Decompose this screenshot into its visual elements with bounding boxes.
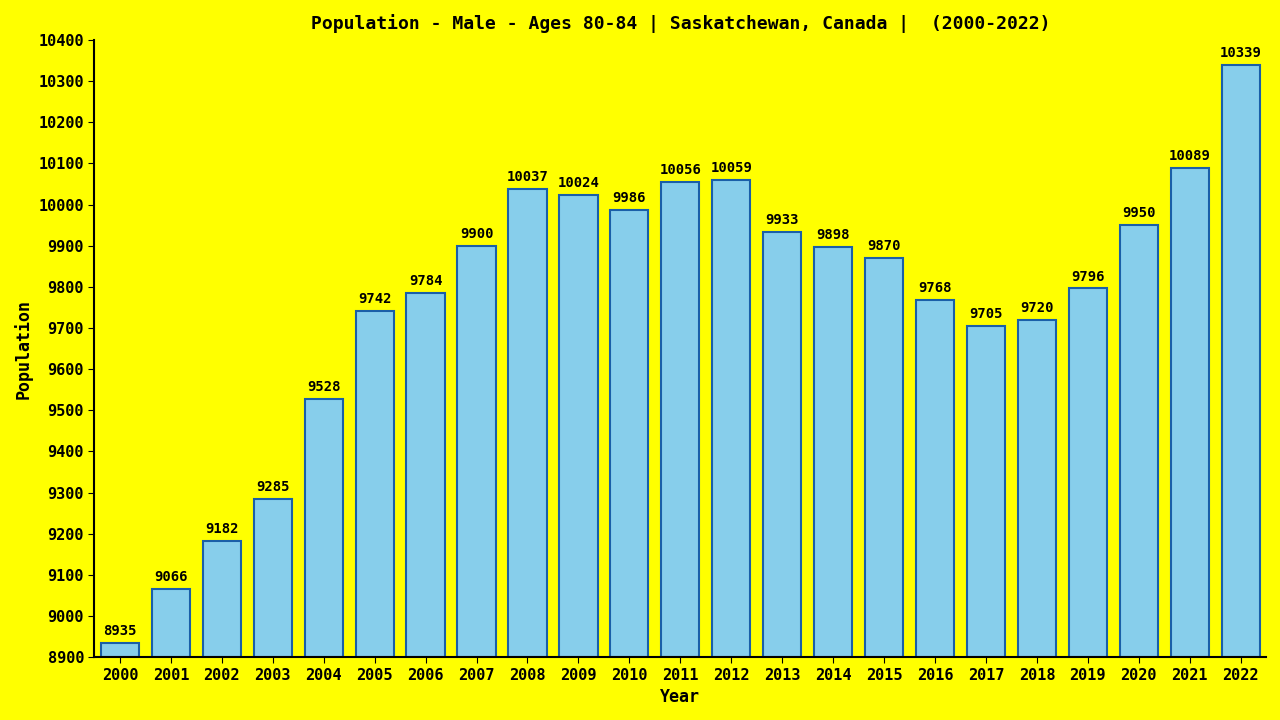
Bar — [814, 246, 852, 657]
Text: 10339: 10339 — [1220, 46, 1262, 60]
Text: 10089: 10089 — [1169, 149, 1211, 163]
Title: Population - Male - Ages 80-84 | Saskatchewan, Canada |  (2000-2022): Population - Male - Ages 80-84 | Saskatc… — [311, 14, 1050, 33]
Bar — [763, 232, 801, 657]
Bar — [202, 541, 241, 657]
Text: 9182: 9182 — [205, 522, 238, 536]
Text: 9768: 9768 — [918, 281, 952, 295]
Bar — [916, 300, 954, 657]
Text: 10059: 10059 — [710, 161, 753, 176]
Text: 9742: 9742 — [358, 292, 392, 306]
X-axis label: Year: Year — [660, 688, 700, 706]
Text: 9720: 9720 — [1020, 301, 1053, 315]
Bar — [305, 399, 343, 657]
Bar — [1171, 168, 1208, 657]
Text: 9950: 9950 — [1123, 206, 1156, 220]
Bar — [1018, 320, 1056, 657]
Bar — [966, 326, 1005, 657]
Text: 9900: 9900 — [460, 227, 493, 240]
Bar — [407, 294, 444, 657]
Bar — [1069, 289, 1107, 657]
Bar — [508, 189, 547, 657]
Bar — [152, 589, 189, 657]
Y-axis label: Population: Population — [14, 299, 33, 399]
Text: 10056: 10056 — [659, 163, 701, 176]
Text: 9528: 9528 — [307, 380, 340, 394]
Bar — [1221, 65, 1260, 657]
Bar — [865, 258, 904, 657]
Bar — [457, 246, 495, 657]
Bar — [559, 194, 598, 657]
Bar — [662, 181, 699, 657]
Bar — [712, 180, 750, 657]
Bar — [356, 311, 394, 657]
Text: 10024: 10024 — [558, 176, 599, 190]
Text: 9933: 9933 — [765, 213, 799, 228]
Bar — [253, 499, 292, 657]
Text: 9986: 9986 — [613, 192, 646, 205]
Bar — [1120, 225, 1158, 657]
Text: 10037: 10037 — [507, 171, 548, 184]
Bar — [101, 643, 140, 657]
Text: 9285: 9285 — [256, 480, 289, 494]
Text: 8935: 8935 — [104, 624, 137, 638]
Text: 9784: 9784 — [408, 274, 443, 289]
Text: 9870: 9870 — [868, 239, 901, 253]
Text: 9705: 9705 — [969, 307, 1002, 321]
Text: 9898: 9898 — [817, 228, 850, 242]
Bar — [611, 210, 649, 657]
Text: 9796: 9796 — [1071, 269, 1105, 284]
Text: 9066: 9066 — [154, 570, 188, 584]
